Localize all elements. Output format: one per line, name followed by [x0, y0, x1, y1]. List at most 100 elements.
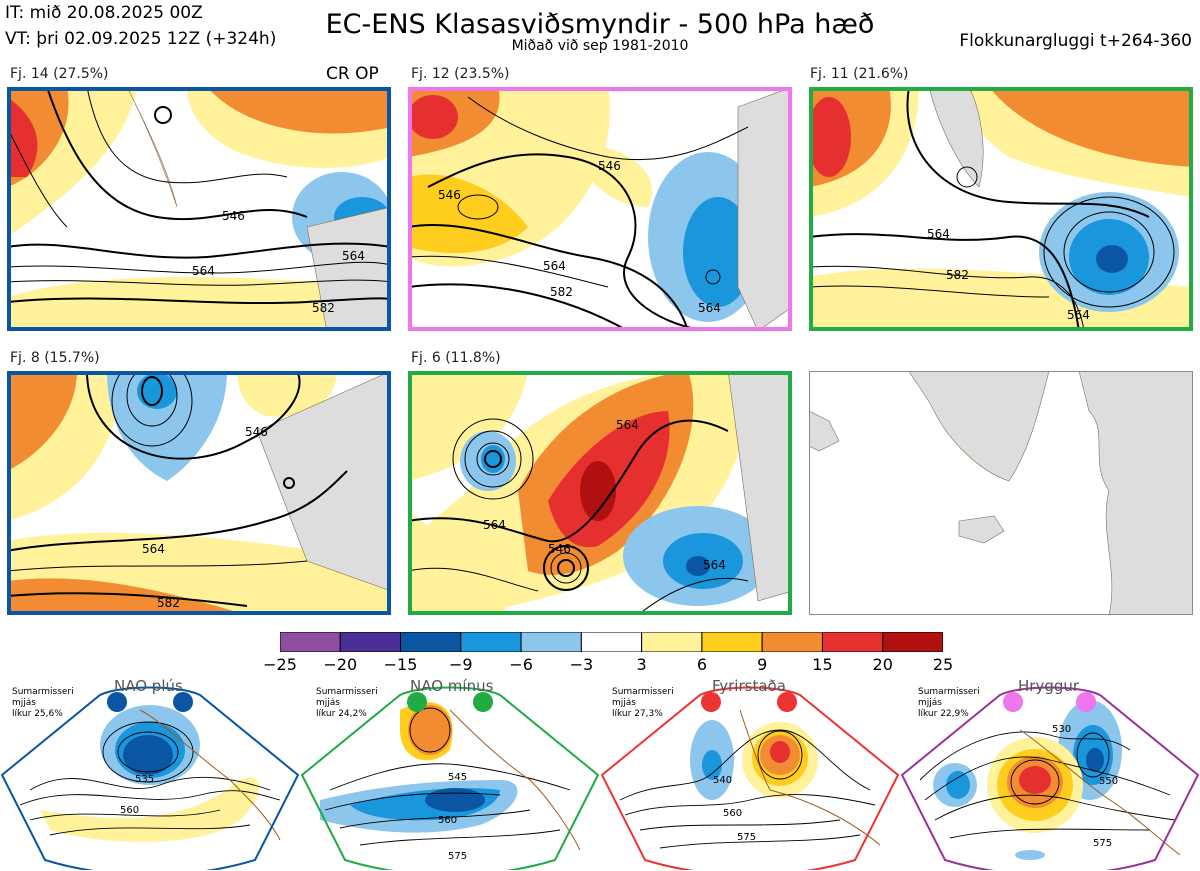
contour-label: 546	[598, 159, 621, 173]
regime-frame	[600, 686, 900, 870]
colorbar-segment	[761, 631, 823, 653]
cluster-frame	[809, 87, 1193, 331]
classification-window: Flokkunargluggi t+264-360	[959, 31, 1192, 51]
cluster-frame	[7, 371, 391, 615]
regime-marker-icon	[1076, 692, 1096, 712]
contour-label: 564	[543, 259, 566, 273]
colorbar-segment	[580, 631, 643, 653]
contour-label: 560	[438, 815, 457, 826]
colorbar-tick-label: −9	[449, 655, 473, 674]
regime-map: 545 560 575	[300, 670, 600, 870]
contour-label: 546	[222, 209, 245, 223]
regime-frame	[0, 686, 300, 870]
contour-label: 564	[703, 558, 726, 572]
regime-note: Sumarmisseri mjjás líkur 25,6%	[12, 687, 74, 719]
colorbar-tick-label: 3	[636, 655, 647, 674]
colorbar-segment	[520, 631, 582, 653]
colorbar-tick-label: 6	[696, 655, 707, 674]
colorbar-tick-label: −15	[383, 655, 418, 674]
page-subtitle: Miðað við sep 1981-2010	[511, 38, 689, 54]
regime-title: NAO plús	[114, 677, 183, 695]
regime-marker-icon	[407, 692, 427, 712]
regime-marker-icon	[777, 692, 797, 712]
regime-map: 530 550 575	[900, 670, 1200, 870]
colorbar-tick-label: −25	[263, 655, 297, 674]
contour-label: 546	[548, 542, 571, 556]
contour-label: 582	[946, 268, 969, 282]
colorbar-tick-label: −3	[569, 655, 594, 674]
contour-label: 545	[448, 772, 467, 783]
base-map	[809, 371, 1193, 615]
contour-label: 575	[1093, 838, 1112, 849]
regime-frame	[900, 686, 1200, 870]
contour-label: 564	[698, 301, 721, 315]
regime-marker-icon	[1003, 692, 1023, 712]
cluster-map: 564 564 546 564	[408, 371, 792, 615]
colorbar-segment	[460, 631, 522, 653]
contour-label: 582	[550, 285, 573, 299]
colorbar-segment	[400, 631, 462, 653]
contour-label: 564	[192, 264, 215, 278]
regime-marker-icon	[701, 692, 721, 712]
regime-title: NAO mínus	[410, 677, 494, 695]
cluster-map: 564 582 564	[809, 87, 1193, 331]
colorbar-tick-label: 20	[872, 655, 893, 674]
contour-label: 582	[312, 301, 335, 315]
regime-note: Sumarmisseri mjjás líkur 27,3%	[612, 687, 674, 719]
regime-marker-icon	[173, 692, 193, 712]
regime-frame	[300, 686, 600, 870]
contour-label: 575	[448, 851, 467, 862]
contour-label: 540	[713, 775, 732, 786]
colorbar-tick-label: 25	[932, 655, 954, 674]
colorbar-segment	[279, 631, 341, 653]
contour-label: 530	[1052, 724, 1071, 735]
colorbar-tick-label: 15	[812, 655, 833, 674]
colorbar-segment	[641, 631, 703, 653]
contour-label: 546	[438, 188, 461, 202]
cluster-map: 546 564 582 564	[7, 87, 391, 331]
cluster-label: Fj. 12 (23.5%)	[411, 66, 510, 82]
cr-op-label: CR OP	[326, 64, 379, 84]
cluster-map: 546 546 564 582 564	[408, 87, 792, 331]
contour-label: 564	[483, 518, 506, 532]
contour-label: 560	[120, 805, 139, 816]
cluster-frame	[7, 87, 391, 331]
regime-marker-icon	[473, 692, 493, 712]
regime-note: Sumarmisseri mjjás líkur 24,2%	[316, 687, 378, 719]
colorbar	[279, 631, 944, 653]
colorbar-tick-label: −20	[323, 655, 358, 674]
colorbar-segment	[882, 631, 944, 653]
cluster-label: Fj. 6 (11.8%)	[411, 350, 501, 366]
contour-label: 564	[616, 418, 639, 432]
contour-label: 546	[245, 425, 268, 439]
regime-title: Hryggur	[1018, 677, 1080, 695]
cluster-label: Fj. 14 (27.5%)	[10, 66, 109, 82]
contour-label: 575	[737, 832, 756, 843]
cluster-map: 546 564 582	[7, 371, 391, 615]
cluster-frame	[408, 371, 792, 615]
contour-label: 564	[927, 227, 950, 241]
contour-label: 564	[142, 542, 165, 556]
colorbar-segment	[821, 631, 884, 653]
cluster-label: Fj. 8 (15.7%)	[10, 350, 100, 366]
regime-title: Fyrirstaða	[712, 677, 786, 695]
contour-label: 535	[135, 774, 154, 785]
contour-label: 564	[1067, 308, 1090, 322]
cluster-frame	[408, 87, 792, 331]
regime-map: 535 560	[0, 670, 300, 870]
regime-map: 540 560 575	[600, 670, 900, 870]
cluster-label: Fj. 11 (21.6%)	[810, 66, 909, 82]
contour-label: 582	[157, 596, 180, 610]
colorbar-tick-label: −6	[509, 655, 533, 674]
contour-label: 550	[1099, 776, 1118, 787]
regime-marker-icon	[107, 692, 127, 712]
issue-time: IT: mið 20.08.2025 00Z	[5, 3, 203, 23]
regime-note: Sumarmisseri mjjás líkur 22,9%	[918, 687, 980, 719]
contour-label: 564	[342, 249, 365, 263]
colorbar-segment	[701, 631, 763, 653]
valid-time: VT: þri 02.09.2025 12Z (+324h)	[5, 29, 277, 49]
colorbar-tick-label: 9	[757, 655, 768, 674]
contour-label: 560	[723, 808, 742, 819]
page-title: EC-ENS Klasasviðsmyndir - 500 hPa hæð	[325, 9, 875, 40]
colorbar-segment	[339, 631, 402, 653]
